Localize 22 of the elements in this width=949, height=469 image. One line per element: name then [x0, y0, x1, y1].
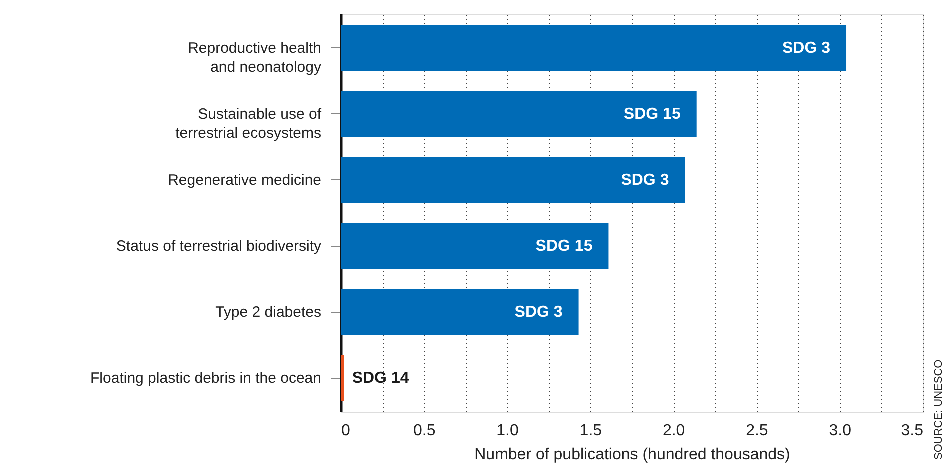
y-tick-label: Reproductive health and neonatology: [188, 40, 322, 76]
y-tick-label: Type 2 diabetes: [216, 304, 322, 322]
annotation: SDG 15: [536, 238, 593, 255]
x-tick-label: 1.5: [580, 422, 602, 440]
y-tick-label: Status of terrestrial biodiversity: [116, 238, 322, 255]
source-note: SOURCE: UNESCO: [933, 359, 945, 460]
x-tick-label: 3.5: [901, 422, 924, 440]
x-axis-title: Number of publications (hundred thousands): [474, 446, 790, 464]
annotation: SDG 3: [782, 40, 831, 57]
x-tick-label: 1.0: [496, 422, 520, 440]
y-tick-label: Regenerative medicine: [168, 172, 322, 189]
y-tick-label: Sustainable use of terrestrial ecosystems: [176, 106, 322, 142]
x-tick-label: 2.0: [662, 422, 686, 440]
annotation: SDG 3: [514, 304, 563, 322]
x-tick-label: 3.0: [829, 422, 852, 440]
x-tick-label: 0: [342, 422, 350, 440]
annotation: SDG 14: [352, 370, 410, 388]
x-tick-label: 2.5: [746, 422, 768, 440]
annotation: SDG 15: [624, 106, 681, 123]
y-tick-label: Floating plastic debris in the ocean: [90, 370, 322, 388]
x-tick-label: 0.5: [414, 422, 436, 440]
annotation: SDG 3: [621, 172, 670, 189]
